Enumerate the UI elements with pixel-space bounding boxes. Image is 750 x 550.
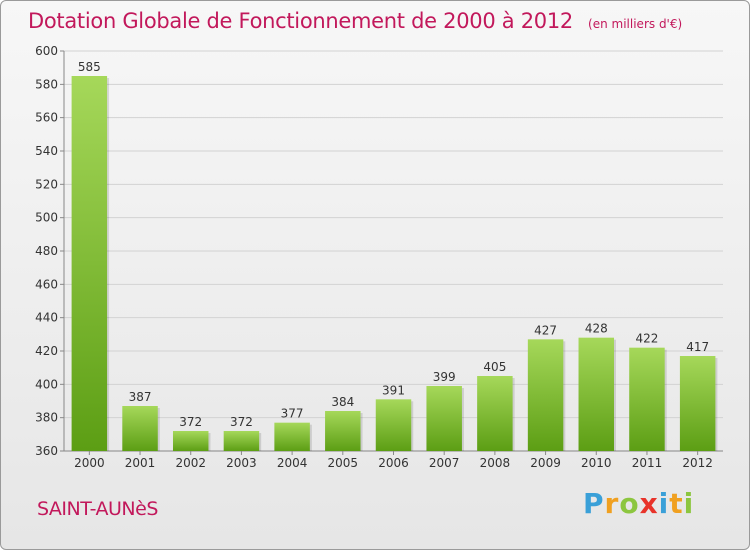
bar-value-label: 387	[129, 390, 152, 404]
bar-value-label: 372	[230, 415, 253, 429]
x-tick-label: 2006	[378, 456, 409, 470]
bar	[477, 376, 513, 451]
bar-value-label: 428	[585, 322, 608, 336]
bar	[426, 386, 462, 451]
x-tick-label: 2007	[429, 456, 460, 470]
y-tick-label: 400	[35, 377, 58, 391]
bar	[679, 356, 716, 451]
x-tick-label: 2003	[226, 456, 257, 470]
x-tick-label: 2009	[530, 456, 561, 470]
bar-value-label: 417	[686, 340, 709, 354]
logo-letter: i	[658, 487, 670, 520]
bar	[274, 422, 310, 451]
bar	[172, 431, 209, 451]
logo-letter: i	[683, 487, 695, 520]
bar-value-label: 585	[78, 60, 101, 74]
bars: 585 387 372 372 377 384 391 399 405 427 428 422 417	[71, 60, 718, 451]
bar-value-label: 372	[179, 415, 202, 429]
logo-letter: P	[583, 487, 605, 520]
title-row: Dotation Globale de Fonctionnement de 20…	[28, 9, 682, 33]
x-tick-label: 2001	[125, 456, 156, 470]
commune-name: SAINT-AUNèS	[37, 498, 158, 520]
bar	[325, 411, 361, 451]
x-tick-label: 2008	[480, 456, 511, 470]
y-tick-label: 360	[35, 444, 58, 458]
y-tick-label: 560	[35, 111, 58, 125]
bar	[578, 337, 615, 451]
x-tick-label: 2002	[175, 456, 206, 470]
y-tick-label: 420	[35, 344, 58, 358]
x-tick-label: 2012	[682, 456, 713, 470]
logo-letter: x	[639, 487, 659, 520]
logo-letter: r	[604, 487, 620, 520]
axes: 360 380 400 420 440 460 480 500 520 540 560 580 600 2…	[35, 44, 723, 470]
bar-value-label: 405	[483, 360, 506, 374]
bar-value-label: 427	[534, 323, 557, 337]
y-tick-label: 540	[35, 144, 58, 158]
x-tick-label: 2004	[277, 456, 308, 470]
bar	[223, 431, 260, 451]
y-tick-label: 380	[35, 411, 58, 425]
bar	[122, 406, 158, 451]
x-tick-label: 2010	[581, 456, 612, 470]
bar	[375, 399, 412, 451]
bar-value-label: 399	[433, 370, 456, 384]
x-tick-label: 2011	[632, 456, 663, 470]
y-tick-label: 580	[35, 77, 58, 91]
bar-value-label: 391	[382, 383, 405, 397]
y-tick-label: 520	[35, 177, 58, 191]
bar	[71, 76, 108, 451]
bar-value-label: 422	[636, 332, 659, 346]
y-tick-label: 480	[35, 244, 58, 258]
chart-title: Dotation Globale de Fonctionnement de 20…	[28, 9, 573, 33]
y-tick-label: 600	[35, 44, 58, 58]
bar	[527, 339, 564, 451]
bar	[629, 347, 665, 451]
bar-value-label: 377	[281, 407, 304, 421]
x-tick-label: 2005	[328, 456, 359, 470]
logo-letter: t	[669, 487, 684, 520]
bar-value-label: 384	[331, 395, 354, 409]
chart-unit: (en milliers d'€)	[588, 17, 683, 31]
y-tick-label: 500	[35, 211, 58, 225]
logo-letter: o	[619, 487, 640, 520]
proxiti-logo[interactable]: Proxiti	[583, 487, 694, 520]
x-tick-label: 2000	[74, 456, 105, 470]
y-tick-label: 460	[35, 277, 58, 291]
y-tick-label: 440	[35, 311, 58, 325]
